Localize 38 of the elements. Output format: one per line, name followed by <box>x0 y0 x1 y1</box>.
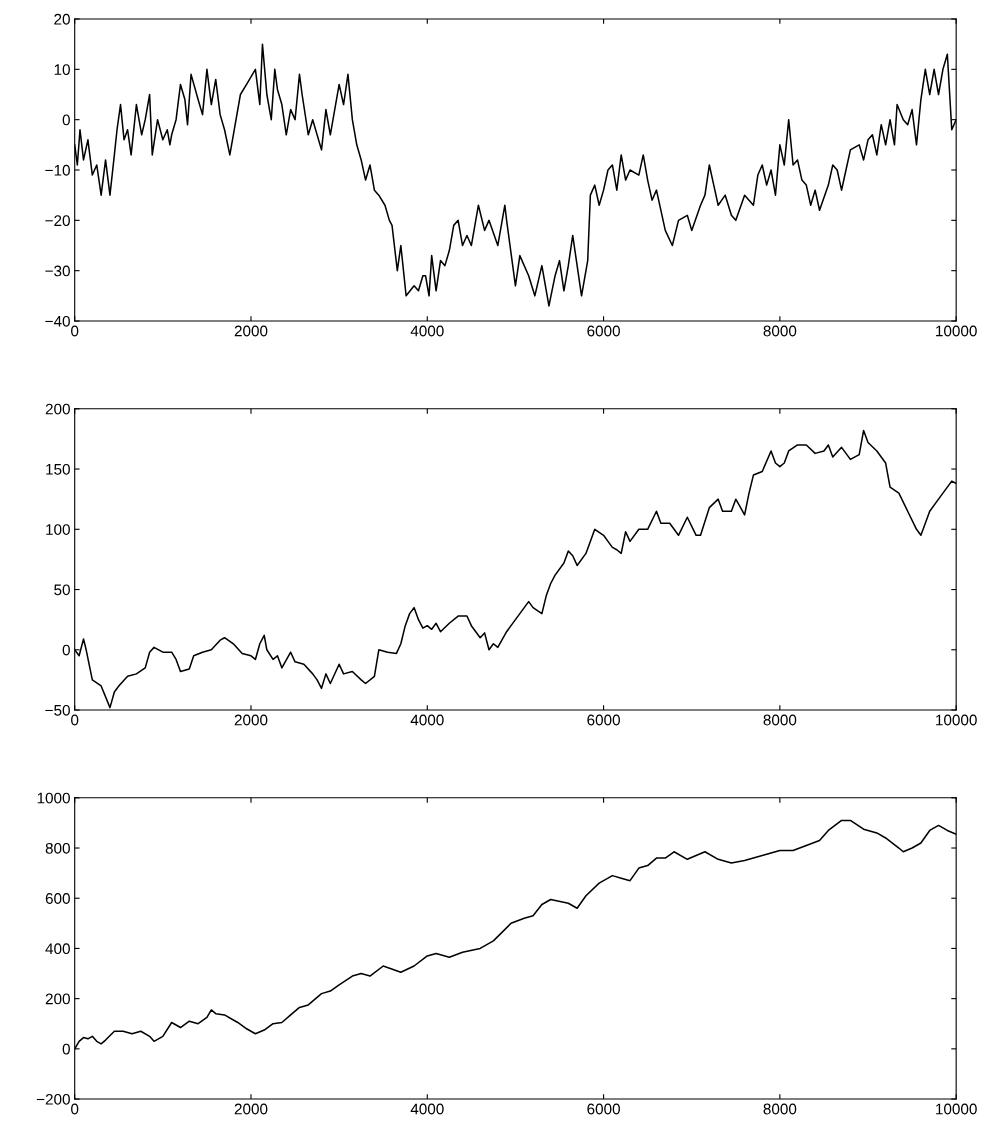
x-tick-label: 10000 <box>936 325 977 337</box>
y-tick-label: 400 <box>45 943 70 955</box>
x-tick-label: 8000 <box>763 325 797 337</box>
y-tick-label: −200 <box>36 1093 70 1105</box>
y-tick-label: −30 <box>45 265 70 277</box>
y-tick-label: 150 <box>46 463 70 475</box>
y-tick-label: 600 <box>45 893 70 904</box>
x-tick-label: 6000 <box>587 325 620 337</box>
x-tick-label: 0 <box>71 1103 79 1115</box>
x-tick-label: 0 <box>71 325 79 337</box>
y-tick-label: 0 <box>62 114 70 126</box>
x-tick-label: 2000 <box>234 325 268 337</box>
x-tick-label: 8000 <box>763 714 797 726</box>
y-tick-label: −40 <box>45 315 70 327</box>
y-tick-label: −20 <box>45 215 70 227</box>
x-tick-label: 6000 <box>587 1103 620 1115</box>
y-tick-label: 200 <box>45 403 70 415</box>
y-tick-label: 0 <box>62 1043 70 1055</box>
x-tick-label: 4000 <box>410 325 444 337</box>
y-tick-label: 800 <box>45 842 70 854</box>
x-tick-label: 10000 <box>936 1103 977 1115</box>
x-tick-label: 4000 <box>410 714 444 726</box>
x-tick-label: 6000 <box>587 714 620 726</box>
y-tick-label: 10 <box>54 64 70 76</box>
y-tick-label: 50 <box>54 584 70 596</box>
y-tick-label: −50 <box>45 704 70 716</box>
x-tick-label: 2000 <box>234 1103 268 1115</box>
x-tick-label: 0 <box>71 714 79 726</box>
x-tick-label: 8000 <box>763 1103 797 1115</box>
x-tick-label: 2000 <box>234 714 268 726</box>
x-tick-label: 4000 <box>410 1103 444 1115</box>
x-tick-label: 10000 <box>936 714 977 726</box>
y-tick-label: −10 <box>45 164 70 176</box>
y-tick-label: 200 <box>45 993 70 1005</box>
y-tick-label: 100 <box>46 524 70 535</box>
y-tick-label: 20 <box>54 13 70 25</box>
y-tick-label: 0 <box>62 644 70 656</box>
y-tick-label: 1000 <box>37 792 70 804</box>
